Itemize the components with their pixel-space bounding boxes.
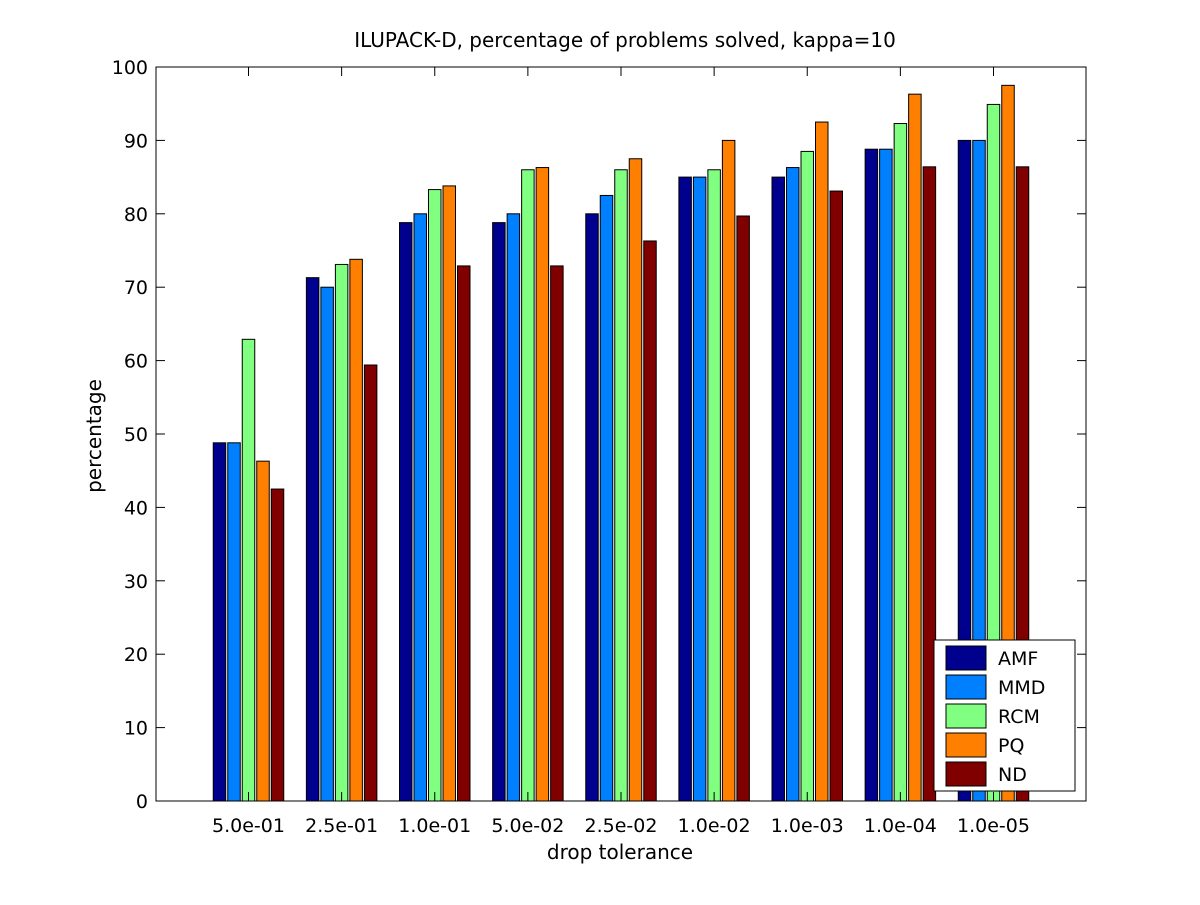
bar-mmd-1.0e-01 (413, 213, 427, 802)
bar-nd-5.0e-02 (550, 265, 564, 802)
legend-label-pq: PQ (998, 735, 1024, 757)
bar-nd-2.5e-02 (643, 240, 657, 802)
bar-mmd-2.5e-02 (599, 194, 614, 802)
legend-swatch-rcm (945, 703, 987, 729)
legend-label-rcm: RCM (998, 706, 1040, 728)
x-tick-label: 5.0e-02 (491, 815, 564, 837)
bar-pq-1.0e-04 (908, 93, 922, 802)
bar-amf-5.0e-02 (492, 222, 506, 802)
y-tick-label: 90 (124, 130, 148, 152)
legend-swatch-mmd (945, 674, 987, 700)
y-tick-label: 100 (112, 57, 148, 79)
bar-pq-2.5e-02 (628, 158, 643, 802)
legend-swatch-nd (945, 761, 987, 787)
ticks-layer: 0 10 20 30 40 50 60 70 80 90 100 5.0e-01 2.5e-01 1.0e… (112, 57, 1086, 837)
bar-rcm-1.0e-01 (428, 189, 442, 802)
bar-mmd-1.0e-02 (692, 176, 707, 802)
bar-mmd-1.0e-04 (879, 148, 893, 802)
bar-amf-2.5e-02 (585, 213, 599, 802)
bar-pq-5.0e-02 (535, 167, 550, 802)
bar-rcm-5.0e-01 (241, 338, 256, 802)
bar-nd-1.0e-02 (736, 215, 750, 802)
bar-amf-5.0e-01 (212, 442, 227, 802)
x-tick-label: 5.0e-01 (212, 815, 285, 837)
y-tick-label: 50 (124, 424, 148, 446)
bar-pq-1.0e-02 (721, 139, 736, 802)
bar-rcm-2.5e-02 (614, 169, 628, 802)
bar-amf-1.0e-04 (864, 148, 879, 802)
y-tick-label: 30 (124, 571, 148, 593)
bar-pq-1.0e-01 (442, 185, 456, 802)
legend-label-nd: ND (998, 764, 1027, 786)
x-tick-label: 1.0e-04 (864, 815, 937, 837)
y-tick-label: 60 (124, 351, 148, 373)
x-tick-label: 2.5e-01 (305, 815, 378, 837)
bar-rcm-2.5e-01 (334, 263, 349, 802)
y-tick-label: 0 (136, 791, 148, 813)
bar-nd-5.0e-01 (270, 488, 285, 802)
bar-rcm-1.0e-03 (800, 150, 814, 802)
x-tick-label: 2.5e-02 (585, 815, 658, 837)
bar-amf-2.5e-01 (305, 277, 320, 802)
bar-mmd-2.5e-01 (320, 286, 334, 802)
bar-amf-1.0e-01 (399, 222, 413, 802)
bar-rcm-1.0e-02 (707, 169, 721, 802)
x-tick-label: 1.0e-01 (398, 815, 471, 837)
x-tick-label: 1.0e-03 (771, 815, 844, 837)
y-tick-label: 40 (124, 497, 148, 519)
bar-amf-1.0e-02 (678, 176, 692, 802)
bars-layer (212, 84, 1030, 802)
bar-nd-1.0e-01 (457, 265, 471, 802)
legend-label-mmd: MMD (998, 677, 1045, 699)
y-tick-label: 20 (124, 644, 148, 666)
bar-pq-5.0e-01 (256, 460, 270, 802)
legend-items: AMF MMD RCM PQ ND (945, 645, 1045, 787)
y-tick-label: 70 (124, 277, 148, 299)
y-axis-label: percentage (82, 379, 106, 493)
x-axis-label: drop tolerance (547, 840, 693, 864)
y-tick-label: 80 (124, 204, 148, 226)
bar-nd-2.5e-01 (363, 364, 378, 802)
bar-mmd-5.0e-02 (506, 213, 521, 802)
legend: AMF MMD RCM PQ ND (933, 639, 1076, 792)
bar-rcm-5.0e-02 (521, 169, 535, 802)
legend-swatch-pq (945, 732, 987, 758)
legend-swatch-amf (945, 645, 987, 671)
bar-mmd-5.0e-01 (227, 442, 241, 802)
bar-mmd-1.0e-03 (786, 167, 800, 802)
y-tick-label: 10 (124, 718, 148, 740)
bar-pq-1.0e-03 (815, 121, 829, 802)
x-tick-label: 1.0e-02 (678, 815, 751, 837)
bar-pq-2.5e-01 (349, 258, 363, 802)
bar-rcm-1.0e-04 (893, 123, 908, 802)
x-tick-label: 1.0e-05 (957, 815, 1030, 837)
chart-title: ILUPACK-D, percentage of problems solved… (354, 28, 896, 52)
bar-nd-1.0e-03 (829, 190, 843, 802)
bar-amf-1.0e-03 (771, 176, 785, 802)
legend-label-amf: AMF (998, 648, 1038, 670)
